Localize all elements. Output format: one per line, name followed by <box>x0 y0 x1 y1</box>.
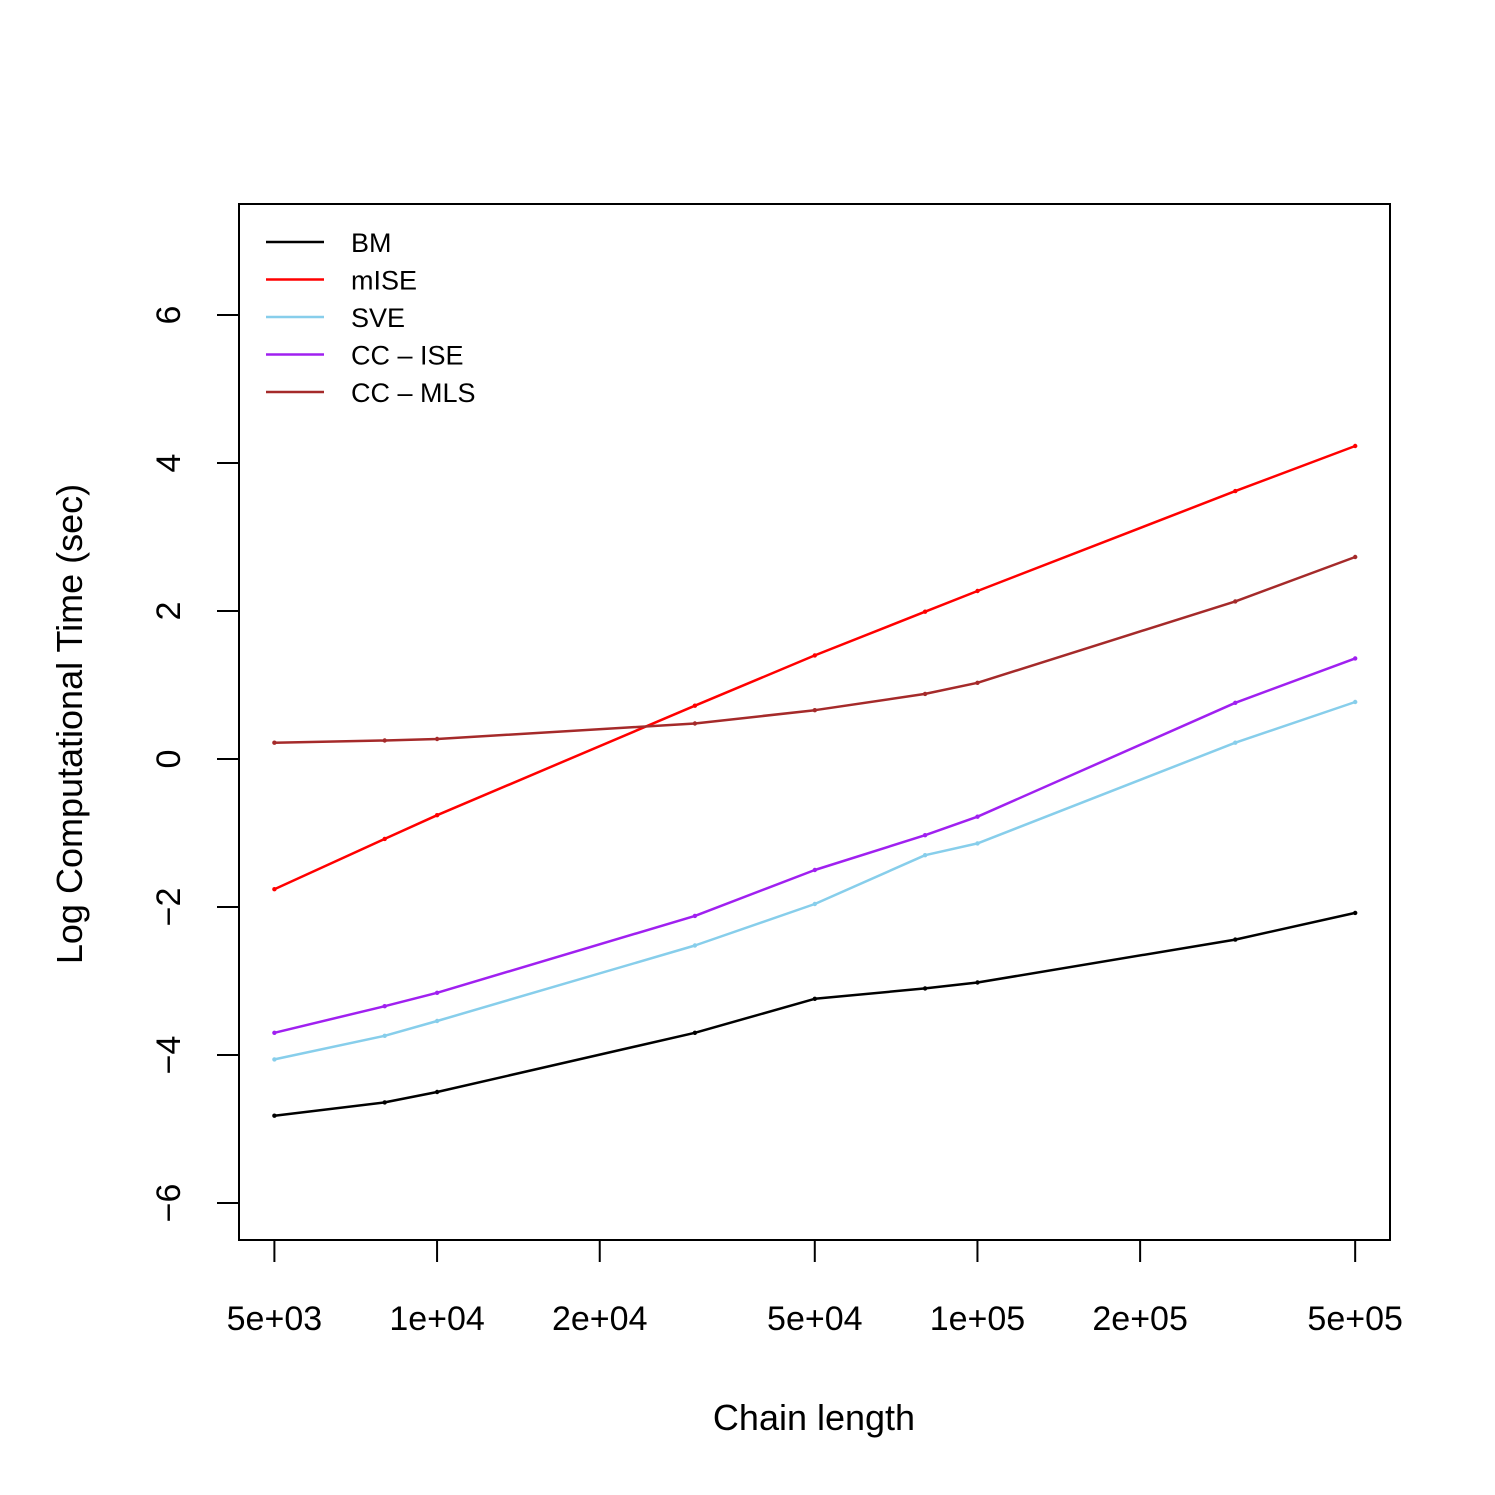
y-tick-label: 4 <box>150 454 188 473</box>
data-point <box>922 986 928 991</box>
x-axis: 5e+03 1e+04 2e+04 5e+04 1e+05 2e+05 5e+05 <box>227 1239 1403 1338</box>
y-axis-title: Log Computational Time (sec) <box>49 484 90 964</box>
data-point <box>272 887 277 892</box>
data-point <box>692 1030 698 1036</box>
x-tick-label: 5e+04 <box>767 1300 863 1338</box>
data-point <box>975 588 980 594</box>
data-point <box>1353 656 1358 661</box>
data-point <box>434 1018 440 1024</box>
data-point <box>382 1100 387 1105</box>
data-point <box>1233 937 1238 942</box>
data-point <box>382 836 387 842</box>
legend: BM mISE SVE CC – ISE CC – MLS <box>266 228 476 408</box>
y-tick-label: −4 <box>150 1036 188 1075</box>
data-point <box>692 703 698 708</box>
y-axis: −6 −4 −2 0 2 4 6 <box>150 306 240 1223</box>
y-tick-label: −6 <box>150 1184 188 1223</box>
legend-label: CC – MLS <box>351 378 476 408</box>
x-tick-label: 5e+05 <box>1307 1300 1403 1338</box>
y-tick-label: 6 <box>150 306 188 325</box>
data-point <box>812 996 817 1001</box>
y-tick-label: 0 <box>150 750 188 769</box>
data-point <box>1233 599 1238 604</box>
data-point <box>1353 554 1358 560</box>
x-tick-label: 1e+05 <box>930 1300 1026 1338</box>
data-point <box>812 901 817 907</box>
data-point <box>1233 740 1238 745</box>
data-point <box>382 1004 387 1009</box>
legend-label: SVE <box>351 303 405 333</box>
data-point <box>812 867 817 873</box>
data-point <box>975 841 980 846</box>
data-point <box>922 833 928 838</box>
y-tick-label: −2 <box>150 888 188 927</box>
series-lines <box>272 443 1358 1118</box>
data-point <box>434 813 440 818</box>
legend-label: BM <box>351 228 392 258</box>
x-tick-label: 2e+05 <box>1092 1300 1188 1338</box>
data-point <box>434 990 440 995</box>
data-point <box>1233 700 1238 705</box>
legend-label: mISE <box>351 266 417 296</box>
data-point <box>272 1030 277 1036</box>
data-point <box>1233 488 1238 494</box>
data-point <box>922 609 928 614</box>
data-point <box>382 1033 387 1039</box>
data-point <box>812 653 817 658</box>
data-point <box>975 980 980 985</box>
x-tick-label: 1e+04 <box>389 1300 485 1338</box>
data-point <box>922 691 928 697</box>
legend-label: CC – ISE <box>351 341 464 371</box>
x-tick-label: 2e+04 <box>552 1300 648 1338</box>
x-tick-label: 5e+03 <box>227 1300 323 1338</box>
data-point <box>434 736 440 742</box>
data-point <box>272 1057 277 1062</box>
data-point <box>1353 699 1358 705</box>
data-point <box>382 738 387 743</box>
data-point <box>922 853 928 858</box>
y-tick-label: 2 <box>150 602 188 621</box>
data-point <box>812 708 817 713</box>
x-axis-title: Chain length <box>713 1397 915 1438</box>
data-point <box>975 680 980 685</box>
data-point <box>1353 910 1358 916</box>
data-point <box>692 943 698 948</box>
data-point <box>975 814 980 819</box>
data-point <box>692 913 698 919</box>
data-point <box>272 740 277 745</box>
data-point <box>1353 443 1358 449</box>
data-point <box>692 721 698 726</box>
data-point <box>272 1113 277 1118</box>
data-point <box>434 1089 440 1095</box>
